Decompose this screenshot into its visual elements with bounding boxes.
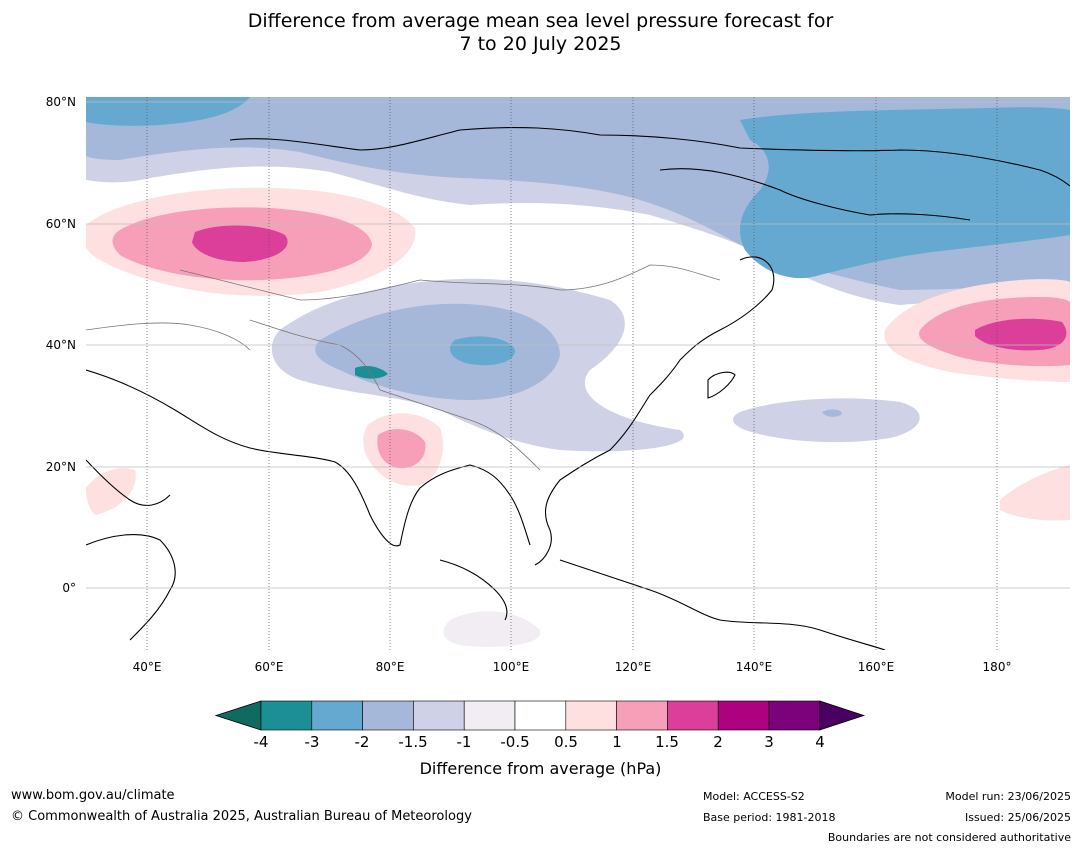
bom-url-link[interactable]: www.bom.gov.au/climate (11, 788, 175, 803)
colorbar-tick: 3 (764, 733, 774, 751)
issued-date: Issued: 25/06/2025 (964, 811, 1071, 824)
colorbar-swatch (717, 700, 770, 731)
colorbar-tick: 1 (612, 733, 622, 751)
anomaly-contours (86, 97, 1070, 650)
colorbar-extend-high (819, 700, 866, 731)
colorbar-swatch (667, 700, 719, 731)
contour-arctic-neg-3 (86, 97, 250, 126)
gridlines (86, 97, 1070, 650)
colorbar-swatch (362, 700, 414, 731)
contour-asia-neg-3 (450, 336, 515, 366)
colorbar (214, 700, 866, 731)
contour-pacific-neg-1 (733, 398, 920, 443)
boundary-disclaimer: Boundaries are not considered authoritat… (827, 831, 1071, 844)
contour-russia-pos-3 (192, 225, 288, 262)
colorbar-tick: -3 (304, 733, 320, 751)
colorbar-extend-low (214, 700, 262, 731)
colorbar-tick: -1.5 (398, 733, 428, 751)
lon-label-60e: 60°E (254, 660, 284, 674)
colorbar-label: Difference from average (hPa) (419, 759, 662, 778)
colorbar-tick: -2 (354, 733, 370, 751)
copyright-text: © Commonwealth of Australia 2025, Austra… (11, 809, 472, 824)
colorbar-swatch (311, 700, 363, 731)
colorbar-tick: 1.5 (655, 733, 679, 751)
map-title-line-1: Difference from average mean sea level p… (247, 10, 834, 32)
contour-npac-pos-3 (975, 318, 1067, 351)
colorbar-swatch (514, 700, 567, 731)
contour-india-pos-2 (377, 429, 426, 469)
colorbar-tick: 0.5 (554, 733, 578, 751)
contour-pacific-neg-2 (822, 409, 842, 417)
lat-label-0: 0° (62, 581, 76, 595)
colorbar-swatch (413, 700, 465, 731)
lon-label-40e: 40°E (132, 660, 162, 674)
lon-label-100e: 100°E (492, 660, 530, 674)
colorbar-swatch (768, 700, 821, 731)
model-run-date: Model run: 23/06/2025 (945, 790, 1071, 803)
map-title-line-2: 7 to 20 July 2025 (459, 33, 622, 55)
colorbar-tick: 2 (713, 733, 723, 751)
coastlines (86, 126, 1070, 650)
lon-label-120e: 120°E (614, 660, 652, 674)
contour-epac-pos (1000, 465, 1070, 521)
lon-label-140e: 140°E (735, 660, 773, 674)
colorbar-swatch (463, 700, 516, 731)
lon-label-160e: 160°E (857, 660, 895, 674)
colorbar-swatch (565, 700, 617, 731)
model-name: Model: ACCESS-S2 (703, 790, 805, 803)
contour-indonesia-neg (443, 611, 541, 647)
contour-arabia-pos (86, 468, 136, 515)
lat-label-40n: 40°N (45, 338, 76, 352)
colorbar-tick: -0.5 (500, 733, 530, 751)
contour-asia-neg-4 (355, 366, 388, 379)
lon-label-80e: 80°E (375, 660, 405, 674)
colorbar-tick: 4 (815, 733, 825, 751)
lon-label-180: 180° (982, 660, 1012, 674)
lat-label-60n: 60°N (45, 217, 76, 231)
colorbar-tick: -4 (253, 733, 269, 751)
colorbar-swatch (616, 700, 668, 731)
base-period: Base period: 1981-2018 (703, 811, 836, 824)
colorbar-swatch (260, 700, 313, 731)
colorbar-tick: -1 (456, 733, 472, 751)
lat-label-80n: 80°N (45, 95, 76, 109)
lat-label-20n: 20°N (45, 460, 76, 474)
